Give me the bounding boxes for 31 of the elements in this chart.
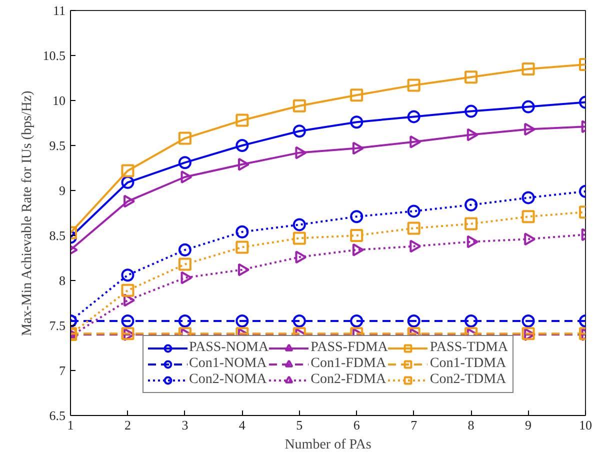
- legend-label: Con2-TDMA: [430, 372, 506, 388]
- x-tick-label: 9: [525, 418, 532, 432]
- x-tick-label: 10: [579, 418, 592, 432]
- x-tick-label: 8: [468, 418, 474, 432]
- y-tick-label: 9.5: [49, 138, 66, 153]
- x-tick-label: 1: [67, 418, 74, 432]
- y-tick-label: 6.5: [49, 408, 66, 423]
- x-tick-label: 4: [238, 418, 246, 432]
- x-axis-title: Number of PAs: [284, 438, 372, 452]
- legend-label: Con2-NOMA: [188, 372, 267, 388]
- y-tick-label: 7: [59, 363, 66, 378]
- legend-label: Con1-FDMA: [310, 356, 386, 372]
- legend-label: Con1-TDMA: [430, 356, 506, 372]
- x-tick-label: 7: [410, 418, 418, 432]
- y-axis-title: Max-Min Achievable Rate for IUs (bps/Hz): [20, 90, 35, 336]
- y-tick-label: 10: [52, 93, 66, 108]
- y-tick-label: 7.5: [49, 318, 66, 333]
- x-tick-label: 6: [353, 418, 360, 432]
- legend-label: Con2-FDMA: [310, 372, 386, 388]
- y-tick-label: 9: [59, 183, 66, 198]
- legend-label: PASS-FDMA: [310, 340, 388, 356]
- y-tick-label: 8.5: [49, 228, 66, 243]
- legend-label: Con1-NOMA: [188, 356, 267, 372]
- x-tick-label: 2: [124, 418, 131, 432]
- y-tick-label: 10.5: [42, 48, 66, 63]
- y-tick-label: 8: [59, 273, 66, 288]
- y-tick-label: 11: [52, 3, 66, 18]
- legend-label: PASS-TDMA: [430, 340, 508, 356]
- x-tick-label: 5: [296, 418, 303, 432]
- legend-label: PASS-NOMA: [188, 340, 269, 356]
- x-tick-label: 3: [182, 418, 188, 432]
